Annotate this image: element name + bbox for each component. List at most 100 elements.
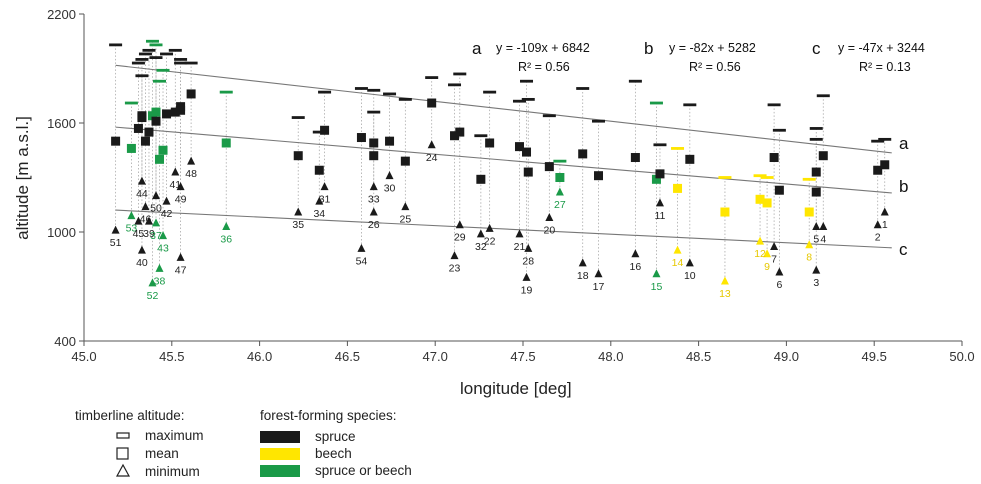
mean-marker xyxy=(140,136,150,146)
y-tick-label: 400 xyxy=(54,334,76,349)
max-marker xyxy=(160,52,174,56)
mean-marker xyxy=(769,153,779,163)
regression-line-a xyxy=(115,64,892,154)
site-label: 42 xyxy=(161,208,173,220)
site-label: 37 xyxy=(150,230,162,242)
mean-marker xyxy=(151,107,161,117)
max-marker xyxy=(367,110,381,114)
min-marker xyxy=(545,212,554,221)
equation-c-formula: y = -47x + 3244 xyxy=(838,41,925,55)
max-marker xyxy=(653,143,667,147)
min-marker xyxy=(775,267,784,276)
max-marker xyxy=(521,97,535,101)
min-marker xyxy=(369,207,378,216)
mean-marker xyxy=(655,169,665,179)
site-label: 34 xyxy=(313,208,325,220)
equation-c-r2: R² = 0.13 xyxy=(859,60,911,74)
legend-maximum-label: maximum xyxy=(145,428,204,443)
site-label: 43 xyxy=(157,243,169,255)
mean-marker xyxy=(873,165,883,175)
max-marker xyxy=(168,48,182,52)
min-marker xyxy=(812,265,821,274)
site-label: 26 xyxy=(368,219,380,231)
min-marker xyxy=(144,216,153,225)
mean-marker xyxy=(155,154,165,164)
min-marker xyxy=(127,211,136,220)
min-marker xyxy=(357,243,366,252)
mean-marker xyxy=(880,160,890,170)
mean-marker xyxy=(144,127,154,137)
mean-marker xyxy=(523,167,533,177)
min-marker xyxy=(720,276,729,285)
site-label: 18 xyxy=(577,270,589,282)
site-label: 14 xyxy=(672,257,684,269)
site-label: 16 xyxy=(630,261,642,273)
site-label: 35 xyxy=(292,219,304,231)
max-marker xyxy=(156,68,170,72)
site-label: 2 xyxy=(875,232,881,244)
site-label: 29 xyxy=(454,232,466,244)
max-marker xyxy=(448,83,462,87)
mean-marker xyxy=(673,183,683,193)
min-marker xyxy=(685,258,694,267)
max-marker xyxy=(135,74,149,78)
y-tick-label: 1600 xyxy=(47,116,76,131)
max-marker xyxy=(878,137,892,141)
site-markers xyxy=(109,39,892,287)
min-marker xyxy=(485,223,494,232)
max-marker xyxy=(628,79,642,83)
mean-marker xyxy=(522,147,532,157)
max-marker xyxy=(174,61,188,65)
site-label: 22 xyxy=(484,235,496,247)
mean-marker xyxy=(369,151,379,161)
site-label: 48 xyxy=(185,168,197,180)
max-marker xyxy=(425,76,439,79)
legend-spruce-or-beech-label: spruce or beech xyxy=(315,463,412,478)
site-label: 51 xyxy=(110,237,122,249)
max-marker xyxy=(809,137,823,141)
mean-marker xyxy=(221,138,231,148)
mean-marker xyxy=(804,207,814,217)
site-label: 30 xyxy=(384,183,396,195)
equation-b-r2: R² = 0.56 xyxy=(689,60,741,74)
max-marker xyxy=(483,90,497,94)
y-tick-label: 2200 xyxy=(47,7,76,22)
min-marker xyxy=(162,196,171,205)
min-marker xyxy=(515,229,524,238)
legend-spruce-label: spruce xyxy=(315,429,356,444)
mean-marker xyxy=(320,125,330,135)
min-marker xyxy=(222,222,231,231)
site-label: 46 xyxy=(140,214,152,226)
max-marker xyxy=(718,176,732,179)
max-marker xyxy=(760,176,774,179)
max-marker xyxy=(512,99,526,103)
mean-marker xyxy=(514,142,524,152)
legend-maximum-symbol xyxy=(116,432,130,439)
min-marker xyxy=(137,245,146,254)
mean-marker xyxy=(400,156,410,166)
x-tick-label: 48.5 xyxy=(686,349,711,364)
site-label: 11 xyxy=(655,210,666,222)
site-label: 10 xyxy=(684,270,696,282)
max-marker xyxy=(474,134,488,138)
mean-marker xyxy=(811,187,821,197)
legend-mean-label: mean xyxy=(145,446,179,461)
site-label: 38 xyxy=(154,275,166,287)
mean-marker xyxy=(476,174,486,184)
site-label: 17 xyxy=(593,281,605,293)
mean-marker xyxy=(170,107,180,117)
mean-marker xyxy=(111,136,121,146)
x-tick-label: 46.5 xyxy=(335,349,360,364)
x-tick-label: 47.0 xyxy=(423,349,448,364)
max-marker xyxy=(145,39,159,43)
site-label: 31 xyxy=(319,194,331,206)
min-marker xyxy=(159,231,168,240)
max-marker xyxy=(649,101,663,105)
min-marker xyxy=(155,263,164,272)
site-label: 24 xyxy=(426,152,438,164)
equation-c-letter: c xyxy=(812,39,821,58)
mean-marker xyxy=(630,153,640,163)
max-marker xyxy=(671,147,685,150)
min-marker xyxy=(450,251,459,260)
